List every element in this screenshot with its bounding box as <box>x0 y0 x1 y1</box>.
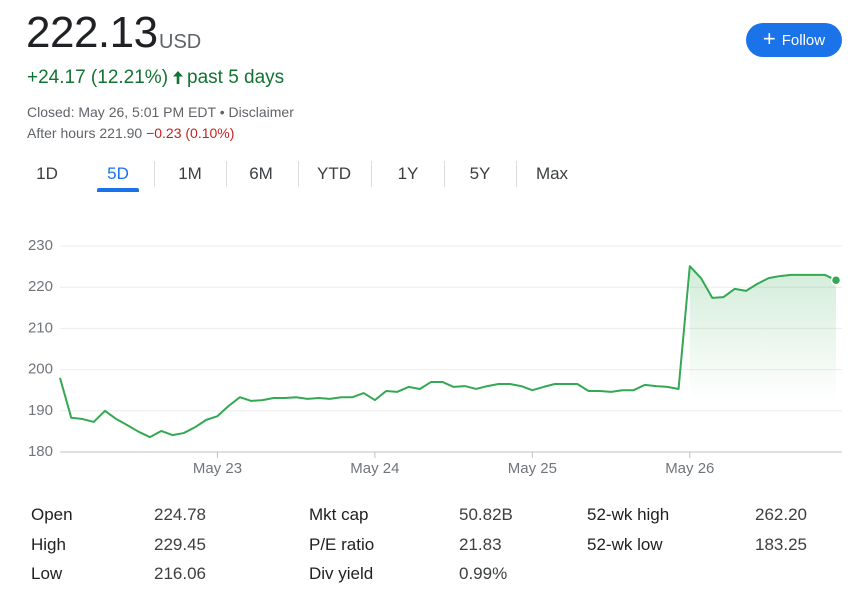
after-hours-row: After hours 221.90 −0.23 (0.10%) <box>27 125 234 141</box>
y-tick-label: 230 <box>28 237 53 254</box>
stat-label: Div yield <box>309 564 374 583</box>
y-tick-label: 180 <box>28 443 53 460</box>
stat-label: 52-wk high <box>587 505 670 524</box>
tab[interactable]: 5D <box>107 164 129 183</box>
stat-value: 50.82B <box>459 505 513 524</box>
price-line <box>59 265 837 439</box>
stat-value: 0.99% <box>459 564 508 583</box>
closed-row: Closed: May 26, 5:01 PM EDT • Disclaimer <box>27 104 294 120</box>
tab-underline <box>97 188 139 192</box>
y-tick-label: 210 <box>28 319 53 336</box>
currency: USD <box>159 31 202 53</box>
y-tick-label: 220 <box>28 278 53 295</box>
tab-separator <box>516 161 517 187</box>
separator: • <box>219 104 225 120</box>
x-tick-label: May 23 <box>193 460 242 477</box>
stat-value: 229.45 <box>154 535 206 554</box>
after-hours-change: −0.23 (0.10%) <box>146 125 235 141</box>
after-hours: After hours 221.90 <box>27 125 143 141</box>
price: 222.13 <box>26 8 158 57</box>
tab[interactable]: Max <box>535 164 569 183</box>
disclaimer[interactable]: Disclaimer <box>228 104 294 120</box>
follow-label: Follow <box>781 31 826 49</box>
x-tick-label: May 25 <box>508 460 557 477</box>
stat-value: 262.20 <box>755 505 807 524</box>
tab-separator <box>371 161 372 187</box>
closed: Closed: May 26, 5:01 PM EDT <box>27 104 216 120</box>
area <box>689 266 836 401</box>
period: past 5 days <box>187 67 285 88</box>
stat-value: 21.83 <box>459 535 502 554</box>
stat-label: Low <box>31 564 63 583</box>
stat-value: 224.78 <box>154 505 206 524</box>
stat-label: P/E ratio <box>309 535 375 554</box>
stat-label: Mkt cap <box>309 505 369 524</box>
stat-label: Open <box>31 505 73 524</box>
follow-button[interactable]: + Follow <box>746 23 842 57</box>
tab-separator <box>297 161 299 187</box>
up-arrow <box>173 71 184 84</box>
follow-icon: + <box>762 26 776 51</box>
tab[interactable]: 6M <box>249 164 273 183</box>
tab[interactable]: 1Y <box>397 164 419 183</box>
tab-separator <box>154 161 155 187</box>
change-row: +24.17 (12.21%) past 5 days <box>27 67 284 89</box>
tab[interactable]: 1M <box>178 164 202 183</box>
stat-label: High <box>31 535 66 554</box>
y-tick-label: 190 <box>28 402 53 419</box>
last-point <box>830 274 842 286</box>
range-tabs: 1D 5D 1M 6M YTD 1Y 5Y Max <box>0 158 600 194</box>
change: +24.17 (12.21%) <box>27 67 169 88</box>
tab-separator <box>225 161 227 187</box>
tab[interactable]: 1D <box>36 164 58 183</box>
stat-value: 216.06 <box>154 564 206 583</box>
tab-separator <box>444 161 445 187</box>
x-tick-label: May 24 <box>350 460 399 477</box>
y-tick-label: 200 <box>28 361 53 378</box>
stat-value: 183.25 <box>755 535 807 554</box>
tab[interactable]: YTD <box>317 164 351 183</box>
x-tick-label: May 26 <box>665 460 714 477</box>
stat-label: 52-wk low <box>587 535 663 554</box>
tab[interactable]: 5Y <box>469 164 491 183</box>
